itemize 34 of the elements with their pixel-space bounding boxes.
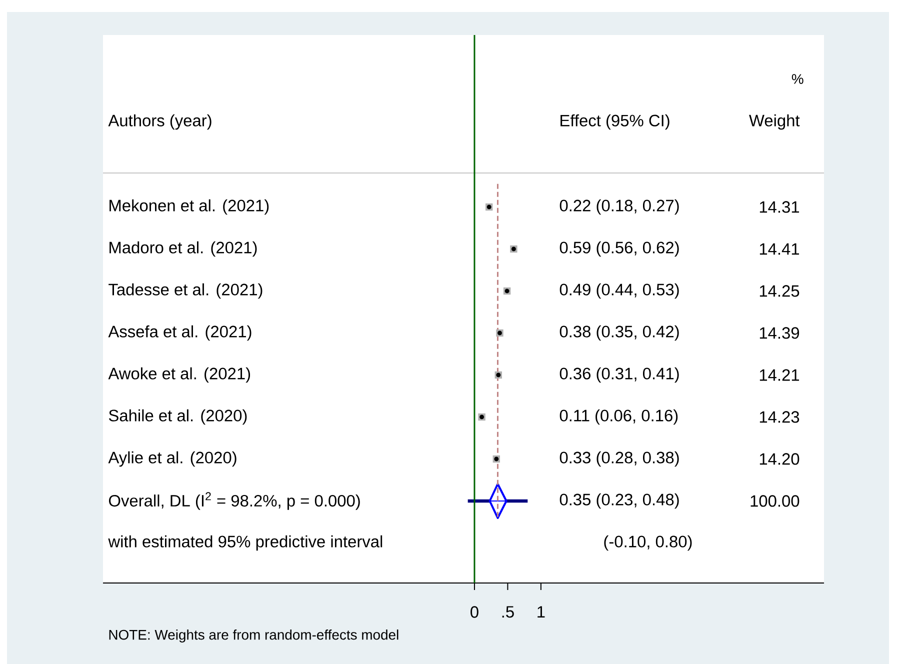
- text: %: [792, 74, 804, 84]
- annotation: 100.00: [750, 495, 800, 507]
- text: Weight: [749, 114, 800, 130]
- x-tick-label: 0: [470, 606, 478, 618]
- annotation: 0.59 (0.56, 0.62): [560, 241, 679, 257]
- y-tick-label: Awoke et al. (2021): [108, 367, 250, 383]
- annotation: 14.25: [760, 285, 800, 297]
- y-tick-label: with estimated 95% predictive interval: [108, 535, 382, 551]
- annotation: 0.22 (0.18, 0.27): [560, 199, 679, 215]
- y-tick-label: Overall, DL (I$^{2}$ = 98.2%, p = 0.000): [108, 492, 360, 510]
- annotation: 14.31: [760, 201, 800, 213]
- annotation: 0.49 (0.44, 0.53): [560, 283, 679, 299]
- annotation: 0.38 (0.35, 0.42): [560, 325, 679, 341]
- annotation: 0.11 (0.06, 0.16): [560, 409, 678, 425]
- annotation: 0.35 (0.23, 0.48): [560, 493, 679, 509]
- y-tick-label: Tadesse et al. (2021): [108, 283, 262, 299]
- annotation: (-0.10, 0.80): [604, 535, 692, 551]
- y-tick-label: Aylie et al. (2020): [108, 451, 236, 467]
- text: NOTE: Weights are from random-effects model: [109, 629, 398, 642]
- x-tick-label: 1: [538, 606, 545, 618]
- annotation: 14.21: [760, 369, 800, 381]
- annotation: 14.39: [760, 327, 800, 339]
- y-tick-label: Madoro et al. (2021): [110, 241, 257, 257]
- y-tick-label: Mekonen et al. (2021): [110, 199, 269, 215]
- text: Effect (95% CI): [560, 114, 670, 130]
- annotation: 14.20: [760, 453, 800, 465]
- y-tick-label: Sahile et al. (2020): [108, 409, 247, 425]
- annotation: 0.36 (0.31, 0.41): [560, 367, 679, 383]
- annotation: 14.23: [760, 411, 800, 423]
- y-tick-label: Assefa et al. (2021): [108, 325, 252, 341]
- x-tick-label: .5: [502, 606, 514, 618]
- annotation: 0.33 (0.28, 0.38): [560, 451, 679, 467]
- y-axis-title: Authors (year): [108, 114, 212, 130]
- annotation: 14.41: [760, 243, 800, 255]
